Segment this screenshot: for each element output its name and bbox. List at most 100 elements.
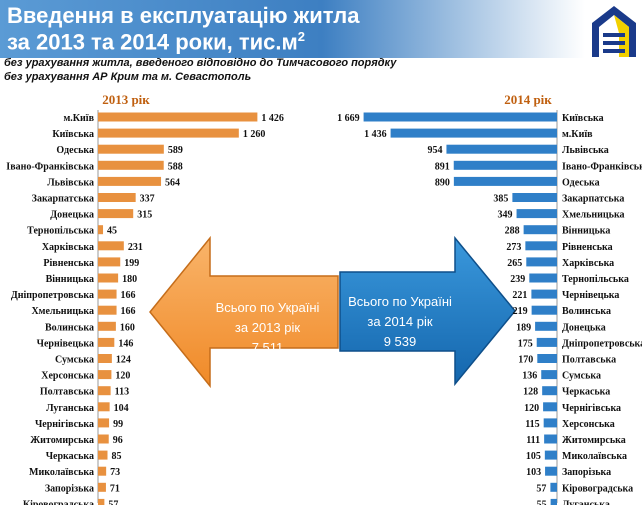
right-bar (526, 257, 557, 267)
right-bar (543, 402, 557, 412)
right-category-label: Полтавська (562, 355, 616, 366)
right-bar (537, 354, 557, 363)
total-left-arrow (149, 235, 339, 389)
right-category-label: Житомирська (562, 435, 626, 446)
total-right-line2: за 2014 рік (367, 314, 433, 329)
left-category-label: Черкаська (46, 451, 94, 462)
total-left-line1: Всього по Україні (215, 300, 320, 315)
right-value-label: 1 436 (364, 129, 387, 140)
left-value-label: 1 426 (261, 113, 284, 124)
right-category-label: Дніпропетровська (562, 338, 642, 349)
right-bar (453, 176, 557, 186)
left-value-label: 99 (113, 419, 123, 430)
total-right-line1: Всього по Україні (348, 294, 452, 309)
right-bar (543, 418, 557, 428)
left-value-label: 160 (120, 322, 135, 333)
left-value-label: 120 (115, 371, 130, 382)
right-value-label: 175 (518, 338, 533, 349)
right-value-label: 385 (493, 194, 508, 205)
right-category-label: м.Київ (562, 129, 593, 140)
left-value-label: 588 (168, 161, 183, 172)
left-category-label: Житомирська (30, 435, 94, 446)
left-bar (98, 176, 162, 186)
right-category-label: Вінницька (562, 226, 610, 237)
total-left-value: 7 511 (251, 340, 284, 355)
right-value-label: 349 (498, 210, 513, 221)
right-category-label: Сумська (562, 371, 601, 382)
left-category-label: Донецька (50, 210, 94, 221)
left-bar (98, 386, 111, 396)
total-right-arrow (339, 235, 516, 387)
right-category-label: Херсонська (562, 419, 615, 430)
right-value-label: 219 (513, 306, 528, 317)
right-bar (363, 112, 557, 122)
total-left-line2: за 2013 рік (234, 320, 301, 335)
right-value-label: 1 669 (337, 113, 360, 124)
left-category-label: Львівська (47, 177, 94, 188)
right-category-label: Чернігівська (562, 403, 621, 414)
right-bar (541, 370, 557, 380)
left-category-label: Рівненська (43, 258, 94, 269)
left-bar (98, 257, 121, 267)
left-category-label: Волинська (45, 322, 94, 333)
left-bar (98, 434, 109, 444)
left-bar (98, 193, 136, 202)
right-bar (512, 193, 557, 202)
left-bar (98, 144, 164, 154)
title-bar: Введення в експлуатацію житла за 2013 та… (0, 0, 585, 58)
left-value-label: 199 (124, 258, 139, 269)
right-bar (550, 498, 557, 505)
title-text: за 2013 та 2014 роки, тис.м (7, 29, 298, 55)
title-superscript: 2 (297, 29, 306, 44)
left-value-label: 166 (121, 306, 136, 317)
right-bar (550, 482, 557, 492)
left-category-label: м.Київ (63, 113, 94, 124)
left-category-label: Харківська (42, 242, 94, 253)
right-category-label: Кіровоградська (562, 483, 633, 494)
left-value-label: 85 (112, 451, 122, 462)
left-category-label: Полтавська (40, 387, 94, 398)
total-right-value: 9 539 (383, 334, 417, 349)
left-category-label: Хмельницька (31, 306, 94, 317)
right-value-label: 128 (523, 387, 538, 398)
right-category-label: Харківська (562, 258, 614, 269)
right-category-label: Черкаська (562, 387, 610, 398)
right-category-label: Львівська (562, 145, 609, 156)
left-category-label: Закарпатська (32, 194, 94, 205)
right-value-label: 103 (526, 467, 541, 478)
right-bar (390, 128, 557, 138)
left-value-label: 104 (114, 403, 129, 414)
left-bar (98, 418, 110, 428)
right-category-label: Чернівецька (562, 290, 619, 301)
left-value-label: 1 260 (243, 129, 266, 140)
right-value-label: 120 (524, 403, 539, 414)
right-bar (529, 273, 557, 283)
left-category-label: Київська (52, 129, 94, 140)
left-bar (98, 209, 134, 219)
right-value-label: 265 (507, 258, 522, 269)
right-category-label: Донецька (562, 322, 606, 333)
left-value-label: 113 (115, 387, 129, 398)
left-category-label: Миколаївська (29, 467, 94, 478)
left-bar (98, 305, 117, 315)
left-bar (98, 354, 112, 363)
left-category-label: Херсонська (41, 371, 94, 382)
right-category-label: Тернопільська (562, 274, 629, 285)
subtitle-line2: без урахування АР Крим та м. Севастополь (4, 71, 252, 83)
left-value-label: 337 (140, 194, 155, 205)
left-bar (98, 289, 117, 299)
left-value-label: 71 (110, 483, 120, 494)
right-bar (531, 289, 557, 299)
left-bar (98, 466, 107, 476)
left-bar (98, 498, 105, 505)
right-bar (516, 209, 557, 219)
left-category-label: Тернопільська (27, 226, 94, 237)
subtitle-line1: без урахування житла, введеного відповід… (4, 57, 397, 69)
left-category-label: Чернівецька (37, 338, 94, 349)
house-logo-icon (592, 6, 636, 57)
right-value-label: 111 (526, 435, 540, 446)
left-bar (98, 450, 108, 460)
left-bar (98, 160, 164, 170)
right-value-label: 189 (516, 322, 531, 333)
left-bar (98, 321, 116, 331)
